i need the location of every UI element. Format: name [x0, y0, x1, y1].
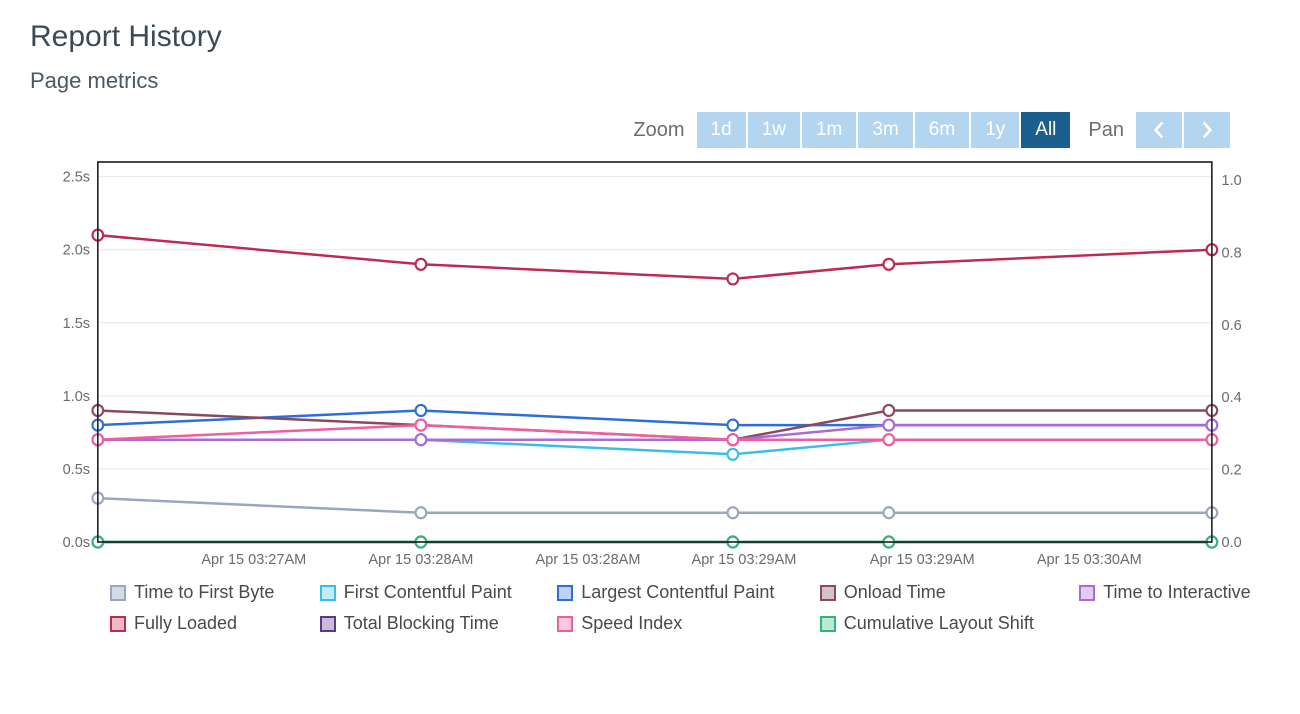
- page-subtitle: Page metrics: [30, 68, 1270, 94]
- chart-controls: Zoom 1d1w1m3m6m1yAll Pan: [30, 112, 1270, 148]
- y-right-tick-label: 0.4: [1222, 390, 1242, 406]
- legend-label: Cumulative Layout Shift: [844, 613, 1034, 634]
- legend-swatch: [1079, 585, 1095, 601]
- legend-label: Fully Loaded: [134, 613, 237, 634]
- series-marker: [883, 259, 894, 270]
- series-marker: [728, 434, 739, 445]
- x-tick-label: Apr 15 03:27AM: [201, 552, 306, 568]
- series-marker: [416, 434, 427, 445]
- legend-swatch: [820, 585, 836, 601]
- series-marker: [728, 507, 739, 518]
- legend-label: Total Blocking Time: [344, 613, 499, 634]
- legend-swatch: [557, 585, 573, 601]
- legend-item[interactable]: Cumulative Layout Shift: [820, 613, 1054, 634]
- series-marker: [416, 259, 427, 270]
- y-right-tick-label: 0.0: [1222, 535, 1242, 551]
- x-tick-label: Apr 15 03:29AM: [692, 552, 797, 568]
- y-left-tick-label: 1.0s: [63, 389, 90, 405]
- chevron-right-icon: [1199, 120, 1215, 140]
- legend-label: First Contentful Paint: [344, 582, 512, 603]
- legend-swatch: [110, 585, 126, 601]
- x-tick-label: Apr 15 03:29AM: [870, 552, 975, 568]
- legend-label: Time to First Byte: [134, 582, 274, 603]
- legend-label: Largest Contentful Paint: [581, 582, 774, 603]
- y-left-tick-label: 0.0s: [63, 535, 90, 551]
- legend-item[interactable]: Speed Index: [557, 613, 794, 634]
- series-marker: [728, 273, 739, 284]
- series-marker: [728, 449, 739, 460]
- legend-label: Speed Index: [581, 613, 682, 634]
- metrics-line-chart: 0.0s 0.5s 1.0s 1.5s 2.0s 2.5s 0.0 0.2 0.4 0.6 0.8 1…: [30, 152, 1270, 572]
- series-marker: [416, 420, 427, 431]
- legend-item[interactable]: Largest Contentful Paint: [557, 582, 794, 603]
- legend-label: Time to Interactive: [1103, 582, 1250, 603]
- page-title: Report History: [30, 20, 1270, 54]
- zoom-button-strip: 1d1w1m3m6m1yAll: [697, 112, 1071, 148]
- zoom-button-1w[interactable]: 1w: [748, 112, 800, 148]
- zoom-label: Zoom: [633, 119, 684, 142]
- zoom-button-3m[interactable]: 3m: [858, 112, 912, 148]
- zoom-button-1y[interactable]: 1y: [971, 112, 1019, 148]
- series-marker: [728, 420, 739, 431]
- x-tick-label: Apr 15 03:30AM: [1037, 552, 1142, 568]
- series-marker: [416, 507, 427, 518]
- chart-container: 0.0s 0.5s 1.0s 1.5s 2.0s 2.5s 0.0 0.2 0.4 0.6 0.8 1…: [30, 152, 1270, 572]
- series-marker: [883, 405, 894, 416]
- chart-legend: Time to First Byte First Contentful Paint…: [30, 582, 1270, 634]
- legend-item[interactable]: Time to First Byte: [110, 582, 294, 603]
- legend-item[interactable]: Fully Loaded: [110, 613, 294, 634]
- legend-item[interactable]: First Contentful Paint: [320, 582, 531, 603]
- x-tick-label: Apr 15 03:28AM: [368, 552, 473, 568]
- chevron-left-icon: [1151, 120, 1167, 140]
- legend-item[interactable]: Total Blocking Time: [320, 613, 531, 634]
- legend-swatch: [320, 616, 336, 632]
- y-right-tick-label: 0.2: [1222, 462, 1242, 478]
- series-marker: [883, 507, 894, 518]
- x-tick-label: Apr 15 03:28AM: [536, 552, 641, 568]
- legend-swatch: [110, 616, 126, 632]
- legend-swatch: [320, 585, 336, 601]
- pan-label: Pan: [1088, 119, 1124, 142]
- y-right-tick-label: 1.0: [1222, 173, 1242, 189]
- legend-item[interactable]: Onload Time: [820, 582, 1054, 603]
- y-right-tick-label: 0.8: [1222, 245, 1242, 261]
- series-marker: [883, 420, 894, 431]
- legend-swatch: [820, 616, 836, 632]
- y-left-tick-label: 1.5s: [63, 316, 90, 332]
- y-left-tick-label: 2.5s: [63, 169, 90, 185]
- zoom-button-1d[interactable]: 1d: [697, 112, 746, 148]
- page-root: Report History Page metrics Zoom 1d1w1m3…: [0, 0, 1300, 654]
- series-marker: [416, 405, 427, 416]
- pan-left-button[interactable]: [1136, 112, 1182, 148]
- legend-label: Onload Time: [844, 582, 946, 603]
- zoom-button-1m[interactable]: 1m: [802, 112, 856, 148]
- series-marker: [883, 434, 894, 445]
- pan-group: Pan: [1088, 112, 1230, 148]
- zoom-group: Zoom 1d1w1m3m6m1yAll: [633, 112, 1070, 148]
- zoom-button-6m[interactable]: 6m: [915, 112, 969, 148]
- pan-button-strip: [1136, 112, 1230, 148]
- y-left-tick-label: 0.5s: [63, 462, 90, 478]
- legend-swatch: [557, 616, 573, 632]
- legend-item[interactable]: Time to Interactive: [1079, 582, 1270, 603]
- pan-right-button[interactable]: [1184, 112, 1230, 148]
- y-left-tick-label: 2.0s: [63, 243, 90, 259]
- zoom-button-all[interactable]: All: [1021, 112, 1070, 148]
- y-right-tick-label: 0.6: [1222, 318, 1242, 334]
